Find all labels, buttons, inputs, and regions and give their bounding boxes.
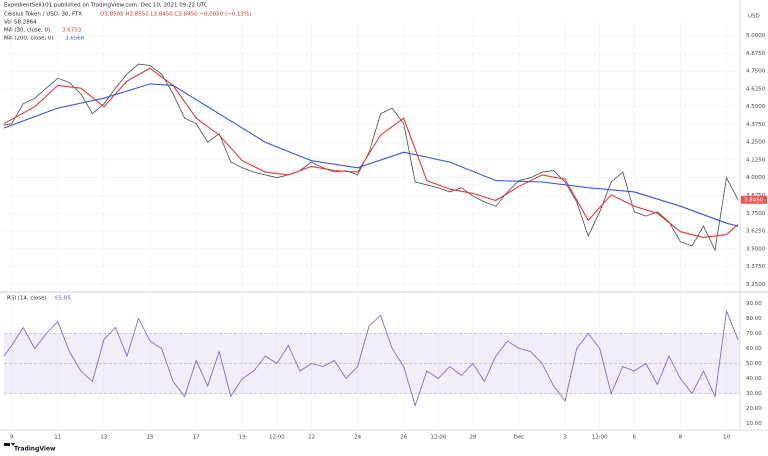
y-tick-label: 10.00	[746, 421, 762, 427]
x-tick-label: 12:00	[592, 435, 608, 441]
y-tick-label: 80.00	[746, 316, 762, 322]
x-tick-label: 13	[100, 435, 107, 441]
y-tick-label: 4.1250	[746, 157, 766, 163]
series-line	[3, 67, 739, 238]
footer-icon	[4, 443, 15, 446]
ma200-legend: MA (200, close, 0)	[4, 36, 54, 42]
x-tick-label: 3	[563, 435, 567, 441]
y-tick-label: 20.00	[746, 406, 762, 412]
x-tick-label: 17	[193, 435, 200, 441]
y-tick-label: 4.6250	[746, 86, 766, 92]
x-tick-label: 6	[633, 435, 637, 441]
series-line	[3, 63, 739, 252]
x-tick-label: 11	[54, 435, 61, 441]
x-tick-label: 9	[10, 435, 14, 441]
y-tick-label: 60.00	[746, 346, 762, 352]
y-tick-label: 4.8750	[746, 51, 766, 57]
ma200-value: 3.6568	[65, 36, 85, 42]
y-tick-label: 3.5000	[746, 246, 766, 252]
x-tick-label: Dec	[514, 435, 525, 441]
x-tick-label: 15	[147, 435, 154, 441]
x-tick-label: 10	[723, 435, 730, 441]
y-tick-label: 50.00	[746, 361, 762, 367]
published-line: ExpedientSell101 published on TradingVie…	[4, 3, 208, 9]
x-tick-label: 29	[469, 435, 476, 441]
y-tick-label: 4.3750	[746, 122, 766, 128]
y-tick-label: 4.5000	[746, 104, 766, 110]
y-tick-label: 3.7500	[746, 211, 766, 217]
x-tick-label: 24	[354, 435, 361, 441]
x-tick-label: 22	[308, 435, 315, 441]
y-tick-label: 3.6250	[746, 229, 766, 235]
y-tick-label: 3.2500	[746, 282, 766, 288]
y-tick-label: 70.00	[746, 331, 762, 337]
ma30-value: 3.6733	[62, 28, 82, 34]
volume: Vol 58.2864	[4, 20, 37, 26]
x-tick-label: 12:00	[269, 435, 285, 441]
rsi-value: 65.85	[55, 296, 71, 302]
price-tag	[741, 195, 767, 204]
symbol: Celsius Token / USD, 30, FTX	[4, 12, 82, 18]
x-tick-label: 19	[239, 435, 246, 441]
y-tick-label: 4.2500	[746, 140, 766, 146]
price-tag-label: 3.8450	[744, 197, 764, 203]
x-tick-label: 8	[679, 435, 683, 441]
y-tick-label: 4.7500	[746, 69, 766, 75]
series-line	[3, 309, 739, 407]
currency: USD	[748, 14, 760, 20]
y-tick-label: 5.0000	[746, 33, 766, 39]
x-tick-label: 26	[400, 435, 407, 441]
footer-logo: TradingView	[14, 446, 56, 453]
ma30-legend: MA (30, close, 0)	[4, 28, 50, 34]
x-tick-label: 12:00	[430, 435, 446, 441]
y-tick-label: 90.00	[746, 301, 762, 307]
rsi-title: RSI (14, close)	[7, 296, 47, 302]
y-tick-label: 40.00	[746, 376, 762, 382]
y-tick-label: 30.00	[746, 391, 762, 397]
y-tick-label: 3.3750	[746, 264, 766, 270]
ohlc: O3.8505 H3.8550 L3.8450 C3.8450 −0.0050 …	[100, 12, 251, 18]
y-tick-label: 4.0000	[746, 175, 766, 181]
series-line	[3, 83, 739, 227]
